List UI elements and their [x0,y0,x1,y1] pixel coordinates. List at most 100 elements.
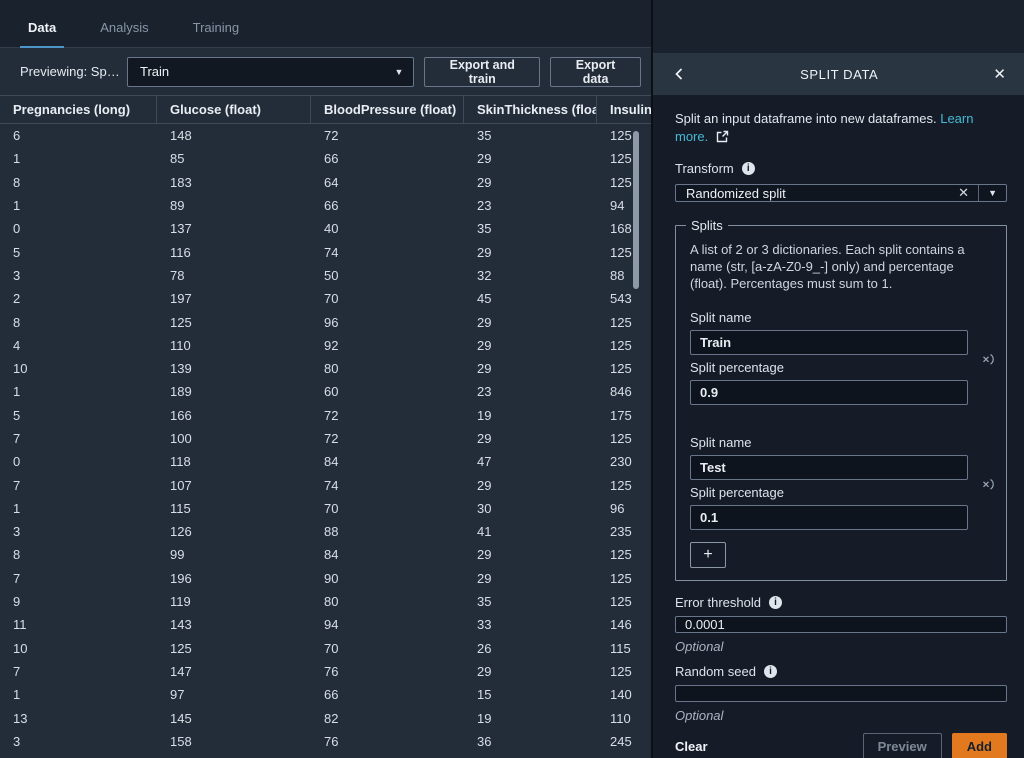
export-data-button[interactable]: Export data [550,56,641,87]
remove-split-icon[interactable] [981,478,995,496]
table-cell: 72 [324,407,339,423]
add-button[interactable]: Add [951,732,1007,758]
table-row: 7 147 76 29 125 [0,660,651,683]
export-and-train-button[interactable]: Export and train [424,56,541,87]
column-header[interactable]: Glucose (float) [157,96,311,123]
table-cell: 29 [477,151,492,167]
split-name-input[interactable] [690,454,968,480]
table-cell: 29 [477,477,492,493]
back-chevron-icon[interactable] [673,67,685,81]
table-cell: 7 [13,570,21,586]
remove-split-icon[interactable] [981,353,995,371]
table-row: 7 196 90 29 125 [0,567,651,590]
table-cell: 125 [610,244,632,260]
chevron-down-icon: ▼ [394,66,404,77]
table-cell: 115 [170,500,191,516]
table-row: 7 100 72 29 125 [0,427,651,450]
table-cell: 115 [610,640,631,656]
info-icon[interactable]: i [763,664,777,678]
table-cell: 19 [477,407,492,423]
clear-button[interactable]: Clear [675,739,708,755]
table-cell: 8 [13,547,21,563]
random-seed-input[interactable] [675,684,1007,702]
table-cell: 8 [13,174,21,190]
table-row: 1 89 66 23 94 [0,194,651,217]
table-cell: 166 [170,407,192,423]
table-cell: 84 [324,547,339,563]
table-cell: 143 [170,617,192,633]
table-cell: 145 [170,710,192,726]
table-cell: 147 [170,663,192,679]
column-header[interactable]: Insulin (float) [610,102,651,117]
split-percentage-input[interactable] [690,379,968,405]
split-group-train: Split name Split percentage [690,310,994,405]
preview-toolbar: Previewing: Sp… Train ▼ Export and train… [0,48,651,95]
transform-label: Transform i [675,161,1007,176]
table-cell: 125 [610,151,632,167]
table-cell: 235 [610,524,632,540]
table-cell: 40 [324,221,339,237]
tab-data[interactable]: Data [20,20,65,48]
table-cell: 5 [13,244,21,260]
dropdown-divider [978,185,980,202]
split-group-test: Split name Split percentage [690,435,994,530]
close-icon[interactable]: ✕ [993,66,1006,83]
table-cell: 76 [324,663,339,679]
table-cell: 126 [170,524,192,540]
table-cell: 89 [170,198,185,214]
table-cell: 125 [610,663,632,679]
table-cell: 10 [13,361,28,377]
table-cell: 29 [477,570,492,586]
table-cell: 23 [477,384,492,400]
column-header[interactable]: SkinThickness (float) [464,96,597,123]
tab-analysis[interactable]: Analysis [100,20,149,35]
table-cell: 74 [324,244,339,260]
table-cell: 96 [610,500,625,516]
table-cell: 9 [13,594,21,610]
tab-training[interactable]: Training [192,20,240,35]
preview-split-select[interactable]: Train ▼ [127,56,415,87]
column-header[interactable]: Pregnancies (long) [0,96,157,123]
table-cell: 5 [13,407,21,423]
preview-button[interactable]: Preview [862,732,942,758]
table-row: 2 197 70 45 543 [0,287,651,310]
table-row: 1 85 66 29 125 [0,147,651,170]
split-data-panel: SPLIT DATA ✕ Split an input dataframe in… [651,0,1024,758]
optional-hint: Optional [675,638,724,654]
table-cell: 26 [477,640,492,656]
table-row: 3 78 50 32 88 [0,264,651,287]
panel-footer: Clear Preview Add [675,723,1007,758]
table-cell: 99 [170,547,185,563]
table-row: 10 125 70 26 115 [0,637,651,660]
external-link-icon[interactable] [716,130,729,146]
panel-description: Split an input dataframe into new datafr… [675,110,1007,147]
info-icon[interactable]: i [741,162,755,176]
split-percentage-input[interactable] [690,504,968,530]
column-header[interactable]: BloodPressure (float) [311,96,464,123]
table-cell: 94 [324,617,339,633]
table-cell: 70 [324,640,339,656]
table-cell: 92 [324,337,339,353]
table-cell: 137 [170,221,192,237]
table-row: 5 116 74 29 125 [0,240,651,263]
table-cell: 125 [610,314,632,330]
table-cell: 19 [477,710,492,726]
transform-select[interactable]: Randomized split ✕ ▼ [675,184,1007,203]
table-row: 1 115 70 30 96 [0,497,651,520]
table-scrollbar-thumb[interactable] [633,131,639,289]
random-seed-label: Random seed i [675,664,1007,679]
error-threshold-label: Error threshold i [675,595,1007,610]
error-threshold-input[interactable] [675,615,1007,633]
add-split-button[interactable]: + [690,541,726,568]
table-cell: 125 [610,174,632,190]
learn-more-link[interactable]: Learn more. [675,111,974,144]
table-cell: 29 [477,663,492,679]
split-name-input[interactable] [690,329,968,355]
table-cell: 8 [13,314,21,330]
info-icon[interactable]: i [768,595,782,609]
clear-selection-icon[interactable]: ✕ [958,185,970,201]
table-cell: 13 [13,710,28,726]
split-percentage-label: Split percentage [690,359,784,375]
table-cell: 100 [170,431,192,446]
table-cell: 146 [610,617,632,633]
